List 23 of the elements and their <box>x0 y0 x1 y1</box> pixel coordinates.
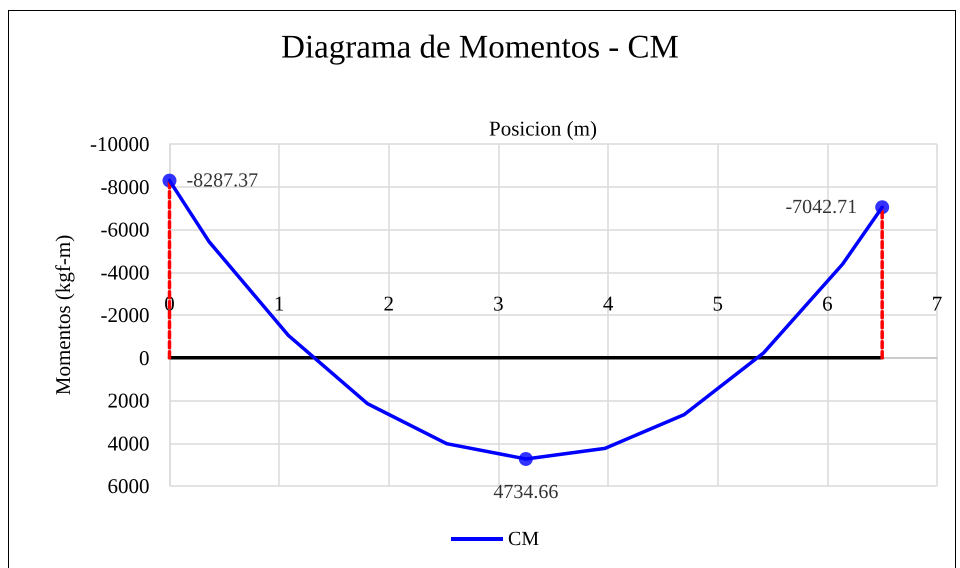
y-tick-label: -2000 <box>100 303 150 327</box>
y-tick-label: -10000 <box>90 132 150 156</box>
y-tick-label: 0 <box>139 346 150 370</box>
y-tick-label: 4000 <box>108 431 150 456</box>
x-tick-label: 1 <box>274 291 284 316</box>
y-tick-label: 2000 <box>108 388 150 412</box>
y-tick-label: -6000 <box>100 218 150 242</box>
x-tick-label: 7 <box>932 291 942 316</box>
x-tick-label: 4 <box>602 291 614 316</box>
y-tick-label: -4000 <box>100 260 150 284</box>
x-axis-title: Posicion (m) <box>489 116 597 140</box>
x-tick-label: 2 <box>384 291 394 316</box>
x-tick-label: 6 <box>822 291 833 316</box>
y-tick-label: -8000 <box>100 174 150 199</box>
x-tick-label: 5 <box>712 291 723 316</box>
data-label: -8287.37 <box>186 170 258 192</box>
chart-title: Diagrama de Momentos - CM <box>281 30 679 66</box>
x-tick-label: 3 <box>493 291 504 316</box>
data-label: -7042.71 <box>786 196 858 218</box>
data-label: 4734.66 <box>493 480 558 503</box>
y-tick-label: 6000 <box>108 474 150 498</box>
legend-label: CM <box>508 528 540 550</box>
y-axis-title: Momentos (kgf-m) <box>51 234 75 396</box>
